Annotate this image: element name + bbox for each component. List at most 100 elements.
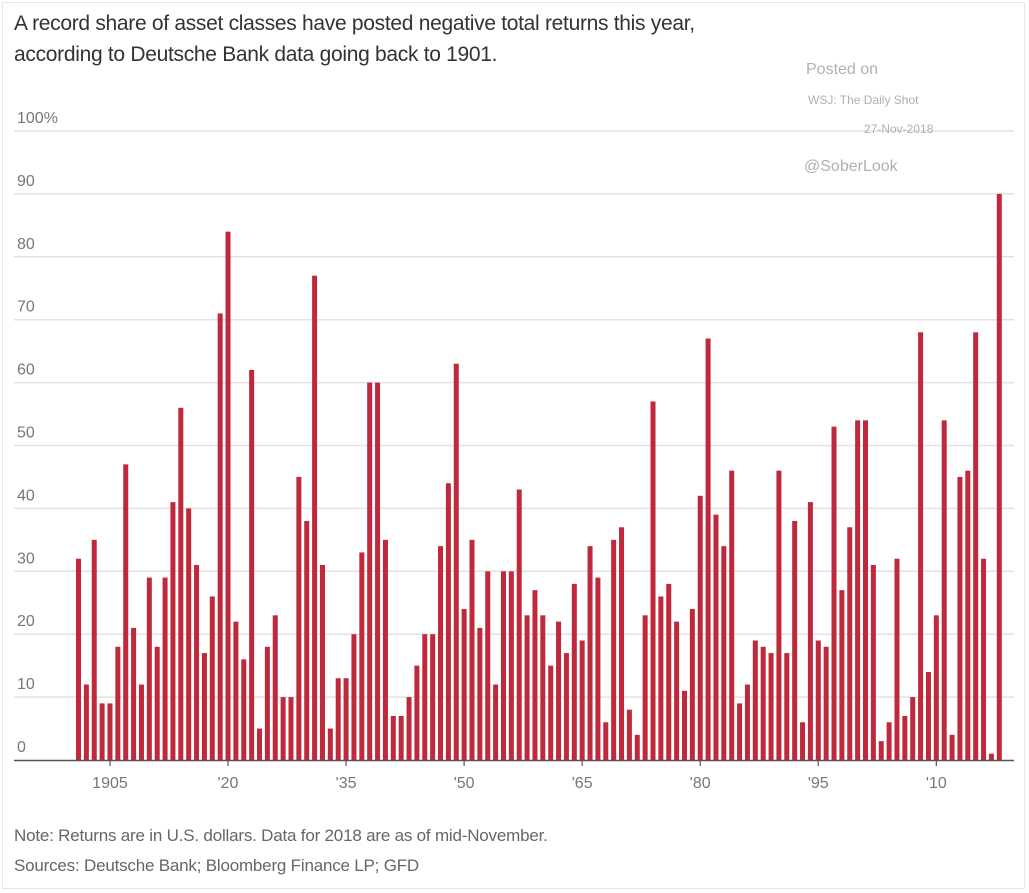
- bar-1998: [839, 590, 845, 760]
- bar-1940: [382, 539, 388, 760]
- bar-2014: [965, 470, 971, 760]
- bar-1972: [634, 734, 640, 760]
- bar-1955: [500, 571, 506, 760]
- bar-1984: [729, 470, 735, 760]
- bar-1976: [666, 583, 672, 760]
- bar-1980: [697, 495, 703, 760]
- bar-1992: [792, 520, 798, 760]
- bar-2002: [870, 565, 876, 760]
- bar-1962: [556, 621, 562, 760]
- bar-1941: [390, 715, 396, 760]
- bar-1909: [138, 684, 144, 760]
- bar-1981: [705, 338, 711, 760]
- bar-1994: [807, 502, 813, 760]
- bar-2007: [910, 697, 916, 760]
- bar-1934: [335, 678, 341, 760]
- bar-1935: [343, 678, 349, 760]
- bar-2000: [855, 420, 861, 760]
- bar-2017: [988, 753, 994, 760]
- y-tick-label: 70: [17, 299, 35, 316]
- bar-1951: [469, 539, 475, 760]
- bar-1928: [288, 697, 294, 760]
- bar-1978: [681, 690, 687, 760]
- bar-1961: [548, 665, 554, 760]
- x-tick-label: '80: [690, 775, 711, 792]
- bar-1936: [351, 634, 357, 760]
- bar-1939: [375, 382, 381, 760]
- y-tick-label: 50: [17, 425, 35, 442]
- bar-1970: [619, 527, 625, 760]
- bar-1973: [642, 615, 648, 760]
- bar-1902: [83, 684, 89, 760]
- x-tick-label: '35: [336, 775, 357, 792]
- bar-1971: [626, 709, 632, 760]
- title-line-1: A record share of asset classes have pos…: [14, 12, 695, 35]
- bar-1967: [595, 577, 601, 760]
- bar-1905: [107, 703, 113, 760]
- y-tick-label: 30: [17, 550, 35, 567]
- y-axis-ticks: 0 10 20 30 40 50 60 70 80 90 100%: [17, 110, 58, 756]
- watermark-handle: @SoberLook: [804, 158, 898, 175]
- bar-1956: [508, 571, 514, 760]
- bar-2015: [973, 332, 979, 760]
- bar-1974: [650, 401, 656, 760]
- bar-1985: [737, 703, 743, 760]
- y-tick-label: 0: [17, 739, 26, 756]
- bar-1927: [280, 697, 286, 760]
- bar-1950: [461, 609, 467, 760]
- bar-1996: [823, 646, 829, 760]
- y-tick-label: 10: [17, 676, 35, 693]
- chart-title: A record share of asset classes have pos…: [14, 8, 695, 70]
- bar-1924: [257, 728, 263, 760]
- bar-1983: [721, 546, 727, 760]
- bar-1901: [76, 558, 81, 760]
- bar-2009: [925, 671, 931, 760]
- bar-1954: [493, 684, 499, 760]
- bar-1915: [186, 508, 192, 760]
- bar-1997: [831, 426, 837, 760]
- bar-1903: [91, 539, 97, 760]
- y-tick-label: 90: [17, 173, 35, 190]
- bar-1986: [744, 684, 750, 760]
- bar-1968: [603, 722, 609, 760]
- bar-2001: [863, 420, 868, 760]
- bar-2003: [878, 741, 884, 760]
- bar-2010: [933, 615, 939, 760]
- watermark-posted: Posted on: [806, 61, 879, 78]
- bar-1944: [414, 665, 420, 760]
- bar-1933: [327, 728, 333, 760]
- watermark-source: WSJ: The Daily Shot: [808, 93, 919, 107]
- bar-1964: [571, 583, 577, 760]
- bar-1937: [359, 552, 365, 760]
- bar-1987: [752, 640, 758, 760]
- bar-2013: [957, 476, 963, 760]
- bar-1975: [658, 596, 664, 760]
- bar-1958: [524, 615, 530, 760]
- bar-2018: [996, 193, 1002, 760]
- bar-1948: [445, 483, 451, 760]
- bar-1912: [162, 577, 168, 760]
- y-tick-label: 80: [17, 236, 35, 253]
- bar-1946: [430, 634, 436, 760]
- bar-1995: [815, 640, 821, 760]
- bar-1931: [312, 275, 318, 760]
- bar-1908: [131, 627, 137, 760]
- bar-1929: [296, 476, 302, 760]
- bar-1922: [241, 659, 247, 760]
- bar-2004: [886, 722, 892, 760]
- x-tick-label: '10: [926, 775, 947, 792]
- bar-1988: [760, 646, 766, 760]
- bar-1913: [170, 502, 176, 760]
- y-tick-label: 20: [17, 613, 35, 630]
- bar-1904: [99, 703, 105, 760]
- x-tick-label: '50: [454, 775, 475, 792]
- y-tick-label: 60: [17, 362, 35, 379]
- bar-1982: [713, 514, 719, 760]
- bar-1932: [319, 565, 325, 760]
- bar-1960: [540, 615, 546, 760]
- bar-2016: [981, 558, 987, 760]
- x-tick-label: '95: [808, 775, 829, 792]
- bar-1999: [847, 527, 853, 760]
- bar-2012: [949, 734, 955, 760]
